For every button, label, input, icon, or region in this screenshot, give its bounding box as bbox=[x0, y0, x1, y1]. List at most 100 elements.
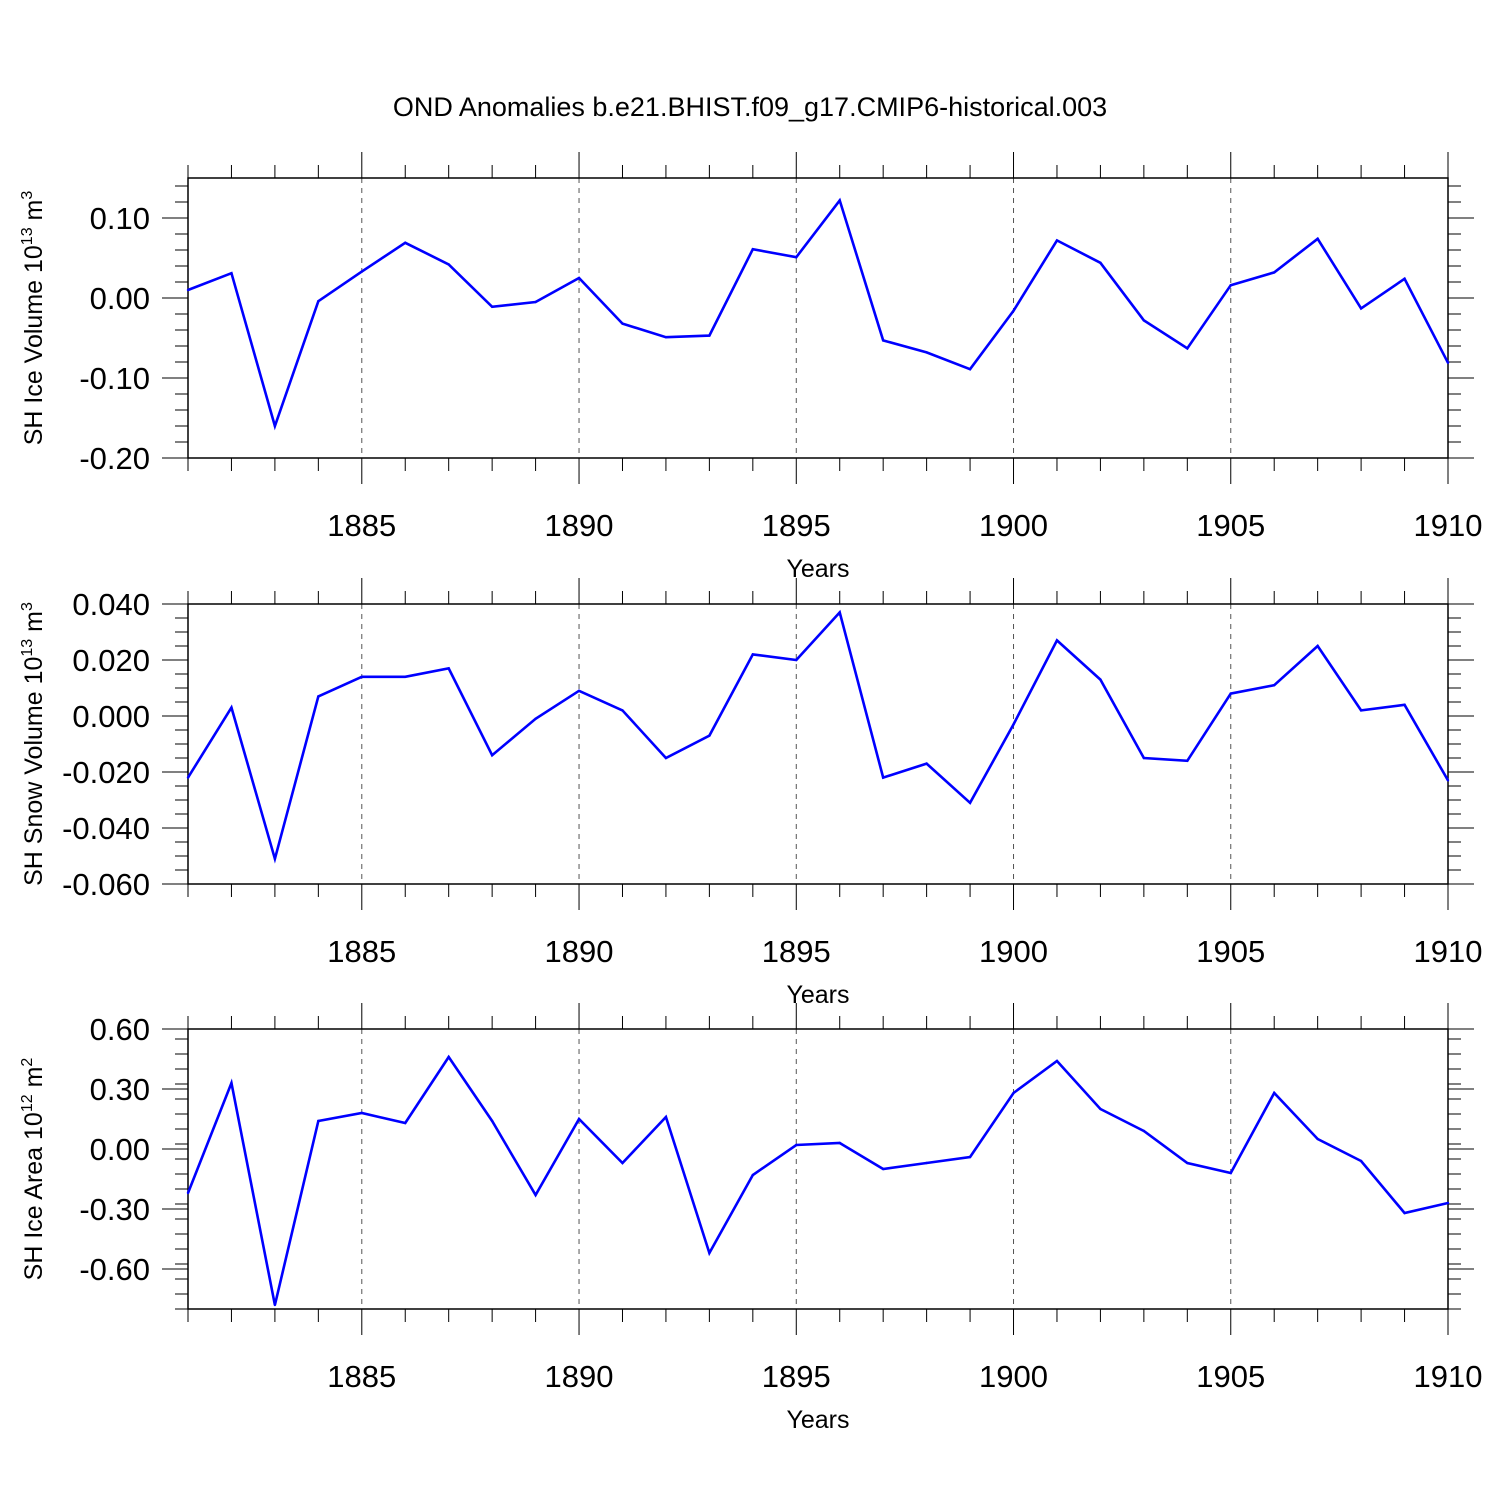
data-point bbox=[664, 756, 668, 760]
data-point bbox=[230, 272, 233, 275]
data-point bbox=[925, 762, 928, 765]
data-point bbox=[404, 675, 407, 678]
y-axis-label-exp: 13 bbox=[19, 639, 36, 657]
y-tick-label: -0.20 bbox=[79, 441, 150, 476]
x-tick-label: 1910 bbox=[1414, 934, 1483, 969]
data-point bbox=[1186, 1161, 1189, 1165]
data-point bbox=[1012, 1091, 1015, 1095]
data-point bbox=[795, 658, 798, 662]
y-axis-label: SH Snow Volume 1013 m3 bbox=[19, 602, 48, 886]
x-tick-label: 1910 bbox=[1414, 1359, 1483, 1394]
data-point bbox=[838, 199, 841, 202]
x-tick-label: 1900 bbox=[979, 934, 1048, 969]
y-tick-label: -0.060 bbox=[62, 867, 150, 902]
y-tick-label: 0.00 bbox=[90, 281, 150, 316]
data-point bbox=[490, 754, 494, 757]
data-point bbox=[1316, 237, 1319, 240]
data-point bbox=[360, 270, 363, 273]
data-point bbox=[186, 1191, 190, 1195]
x-tick-label: 1905 bbox=[1196, 508, 1265, 543]
data-point bbox=[1055, 239, 1059, 242]
y-tick-label: 0.020 bbox=[72, 643, 150, 678]
y-axis-label-unit: m bbox=[20, 611, 48, 639]
x-tick-label: 1895 bbox=[762, 934, 831, 969]
data-point bbox=[1055, 639, 1059, 642]
x-axis-label: Years bbox=[786, 981, 849, 1009]
y-axis-label: SH Ice Area 1012 m2 bbox=[19, 1058, 48, 1281]
data-point bbox=[1142, 756, 1146, 760]
y-tick-label: 0.000 bbox=[72, 699, 150, 734]
data-point bbox=[925, 1161, 928, 1165]
data-point bbox=[1142, 1129, 1146, 1133]
data-point bbox=[1142, 319, 1146, 322]
data-point bbox=[1099, 261, 1102, 264]
x-tick-label: 1895 bbox=[762, 1359, 831, 1394]
data-point bbox=[708, 1251, 711, 1255]
data-point bbox=[1186, 759, 1189, 762]
x-tick-label: 1885 bbox=[327, 1359, 396, 1394]
x-tick-label: 1895 bbox=[762, 508, 831, 543]
y-axis-label-unit-exp: 3 bbox=[19, 602, 36, 611]
data-point bbox=[881, 1167, 885, 1171]
y-axis-label-unit: m bbox=[20, 1067, 48, 1095]
x-axis-label: Years bbox=[786, 1406, 849, 1434]
y-tick-label: -0.60 bbox=[79, 1252, 150, 1287]
data-point bbox=[1446, 1201, 1450, 1205]
data-point bbox=[1229, 284, 1232, 287]
x-tick-label: 1890 bbox=[545, 508, 614, 543]
data-point bbox=[881, 776, 885, 779]
data-point bbox=[447, 263, 450, 266]
data-point bbox=[1012, 309, 1015, 312]
data-point bbox=[534, 1193, 537, 1197]
x-tick-label: 1900 bbox=[979, 508, 1048, 543]
panel-3: -0.60 -0.30 0.00 0.30 0.60 1885 1890 1895 1900 19… bbox=[19, 1003, 1482, 1434]
data-point bbox=[1446, 779, 1450, 782]
data-point bbox=[317, 695, 320, 698]
data-point bbox=[1316, 1137, 1319, 1141]
data-point bbox=[273, 857, 277, 860]
data-point bbox=[404, 1121, 407, 1125]
x-tick-label: 1890 bbox=[545, 934, 614, 969]
y-axis-label-unit-exp: 2 bbox=[19, 1058, 36, 1067]
data-point bbox=[838, 1141, 841, 1145]
y-axis-label-unit-exp: 3 bbox=[19, 191, 36, 200]
data-point bbox=[186, 288, 190, 292]
data-point bbox=[447, 1055, 450, 1059]
series-line bbox=[186, 609, 1450, 864]
chart-title: OND Anomalies b.e21.BHIST.f09_g17.CMIP6-… bbox=[393, 92, 1107, 122]
data-point bbox=[273, 1303, 277, 1307]
data-point bbox=[968, 801, 972, 804]
x-tick-label: 1885 bbox=[327, 934, 396, 969]
data-point bbox=[1446, 361, 1450, 364]
y-axis-label-exp: 12 bbox=[19, 1094, 36, 1112]
panel-1: -0.20 -0.10 0.00 0.10 1885 1890 1895 1900 1905 19… bbox=[19, 152, 1482, 583]
data-point bbox=[751, 248, 755, 251]
data-point bbox=[1359, 1159, 1363, 1163]
data-point bbox=[1186, 347, 1189, 350]
data-point bbox=[664, 1115, 668, 1119]
x-tick-label: 1890 bbox=[545, 1359, 614, 1394]
data-point bbox=[534, 717, 537, 720]
data-point bbox=[317, 300, 320, 303]
y-tick-label: 0.30 bbox=[90, 1072, 150, 1107]
data-point bbox=[1012, 723, 1015, 726]
y-tick-label: 0.60 bbox=[90, 1012, 150, 1047]
data-point bbox=[881, 339, 885, 342]
data-point bbox=[1055, 1059, 1059, 1063]
x-tick-label: 1885 bbox=[327, 508, 396, 543]
data-point bbox=[968, 1155, 972, 1159]
data-point bbox=[968, 368, 972, 371]
y-tick-label: -0.020 bbox=[62, 755, 150, 790]
plot-frame bbox=[187, 177, 1449, 459]
plot-frame bbox=[187, 1028, 1449, 1310]
data-point bbox=[317, 1119, 320, 1123]
data-point bbox=[1229, 692, 1232, 695]
data-point bbox=[1359, 709, 1363, 712]
data-point bbox=[577, 1117, 581, 1121]
data-point bbox=[751, 653, 755, 656]
data-point bbox=[1273, 271, 1276, 274]
data-point bbox=[1403, 703, 1406, 706]
data-point bbox=[577, 689, 581, 692]
data-point bbox=[708, 334, 711, 337]
